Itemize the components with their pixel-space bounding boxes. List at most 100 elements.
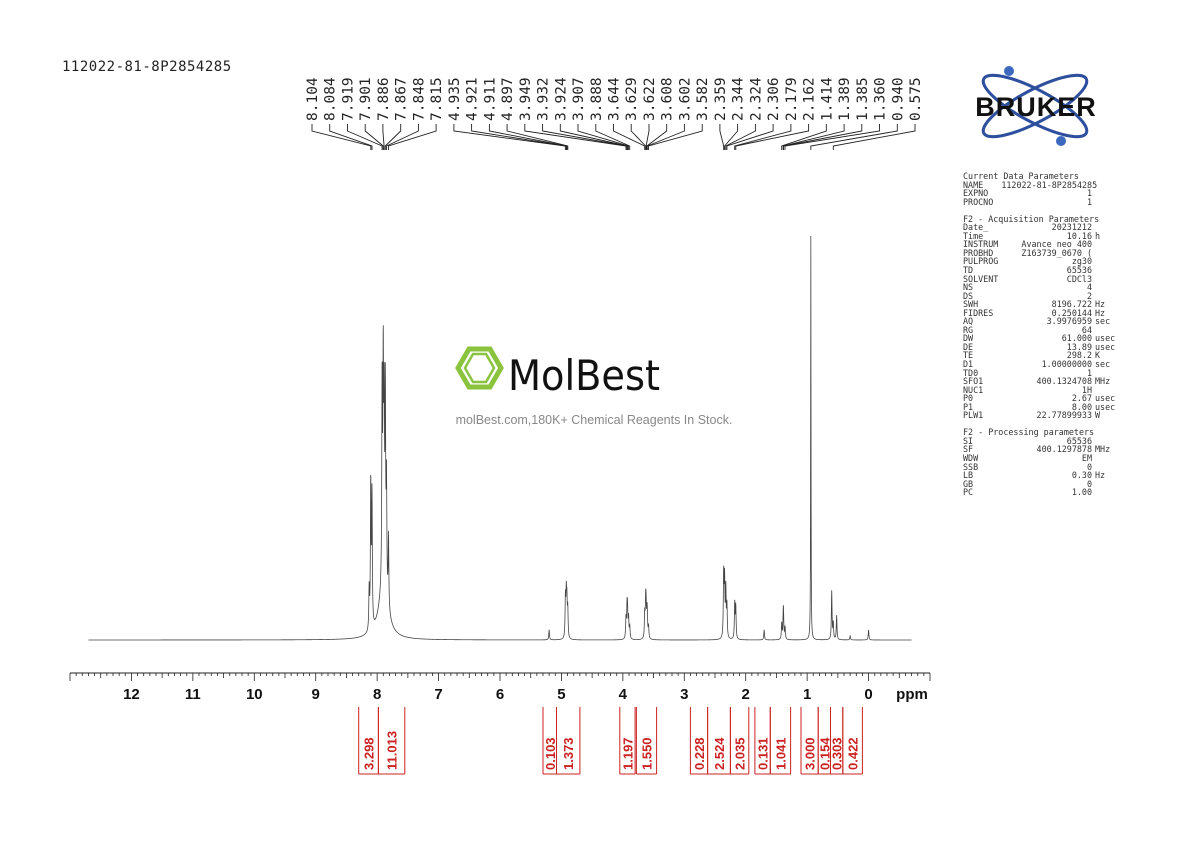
param-key: PLW1 — [963, 410, 984, 421]
integral-value: 0.303 — [830, 737, 845, 770]
param-key: TD — [963, 264, 974, 275]
param-unit — [1092, 198, 1117, 207]
param-key: PULPROG — [963, 256, 999, 267]
param-row: PLW1 22.77899933 W — [963, 411, 1117, 420]
param-unit: usec — [1095, 333, 1116, 344]
param-row: AQ 3.9976959 sec — [963, 317, 1117, 326]
integral-value: 0.422 — [846, 737, 861, 770]
integral-value: 2.524 — [712, 737, 727, 770]
param-unit: K — [1095, 350, 1101, 361]
peak-label: 2.359 — [713, 77, 729, 121]
param-value: 13.89 — [1066, 341, 1092, 352]
param-row: LB 0.30 Hz — [963, 471, 1117, 480]
param-unit: Hz — [1095, 307, 1106, 318]
spectrum-trace-layer — [88, 235, 912, 641]
peak-label-leader — [311, 124, 372, 150]
peak-label-leader — [832, 124, 916, 150]
peak-label-leader — [630, 124, 647, 150]
spectrum-trace — [88, 235, 912, 641]
param-unit: sec — [1095, 358, 1111, 369]
param-unit: usec — [1095, 401, 1116, 412]
param-key: PROBHD — [963, 247, 994, 258]
param-value: 4 — [1086, 282, 1092, 293]
peak-label-leader — [382, 124, 385, 150]
x-axis-label: ppm — [896, 686, 928, 703]
peak-label-leader — [384, 124, 402, 150]
param-unit: Hz — [1095, 299, 1106, 310]
param-value: Z163739_0670 ( — [1021, 247, 1092, 258]
param-row: DS 2 — [963, 292, 1117, 301]
param-value: 400.1324708 — [1036, 376, 1092, 387]
param-key: FIDRES — [963, 307, 994, 318]
param-row: FIDRES 0.250144 Hz — [963, 309, 1117, 318]
peak-label-leader — [646, 124, 685, 150]
param-unit — [1092, 454, 1117, 463]
param-value: 1 — [1086, 188, 1092, 199]
peak-label-leader — [329, 124, 373, 150]
integral-bracket — [619, 707, 636, 775]
param-value: 2.67 — [1071, 393, 1092, 404]
bruker-logo: BRUKER — [955, 62, 1117, 152]
param-unit: Hz — [1095, 470, 1106, 481]
peak-label-leader — [347, 124, 383, 150]
integral-value: 11.013 — [385, 731, 400, 770]
peak-label-leader — [524, 124, 627, 150]
param-value: 0 — [1086, 461, 1092, 472]
param-row: Time 10.16 h — [963, 232, 1117, 241]
molbest-logo-icon: MolBest — [455, 346, 660, 400]
sample-id: 112022-81-8P2854285 — [62, 59, 232, 75]
param-key: SF — [963, 444, 974, 455]
param-key: PROCNO — [963, 196, 994, 207]
peak-label: 7.919 — [341, 77, 357, 121]
peak-label-leader — [577, 124, 630, 150]
param-key: D1 — [963, 358, 974, 369]
x-tick-label: 9 — [312, 686, 320, 703]
peak-label-leader — [735, 124, 810, 150]
param-key: SWH — [963, 299, 979, 310]
param-unit: usec — [1095, 393, 1116, 404]
param-key: P1 — [963, 401, 974, 412]
param-section-title: F2 - Acquisition Parameters — [963, 213, 1100, 224]
param-key: DW — [963, 333, 974, 344]
peak-label-leader — [719, 124, 725, 150]
param-key: RG — [963, 324, 974, 335]
peak-label-leader — [386, 124, 419, 150]
peak-label: 3.932 — [536, 77, 552, 121]
param-key: PC — [963, 487, 974, 498]
peak-label-layer: 8.104 8.084 7.919 7.901 7.886 7.867 7.848 7.815… — [305, 77, 924, 150]
param-row: PULPROG zg30 — [963, 257, 1117, 266]
watermark-tagline: molBest.com,180K+ Chemical Reagents In S… — [455, 413, 733, 427]
param-row: DW 61.000 usec — [963, 334, 1117, 343]
param-key: NAME — [963, 179, 984, 190]
peak-label: 1.389 — [837, 77, 853, 121]
param-unit: sec — [1095, 316, 1111, 327]
param-unit — [1092, 240, 1117, 249]
param-row: GB 0 — [963, 480, 1117, 489]
param-value: 0.30 — [1071, 470, 1092, 481]
param-row: RG 64 — [963, 326, 1117, 335]
param-row: TE 298.2 K — [963, 351, 1117, 360]
param-value: 65536 — [1066, 435, 1092, 446]
peak-label-leader — [725, 124, 756, 150]
x-tick-label: 0 — [864, 686, 872, 703]
peak-label: 7.886 — [376, 77, 392, 121]
integral-value: 2.035 — [733, 737, 748, 770]
peak-label-leader — [645, 124, 650, 150]
param-value: zg30 — [1071, 256, 1092, 267]
peak-label: 3.622 — [642, 77, 658, 121]
param-row: P1 8.00 usec — [963, 403, 1117, 412]
integral-value: 1.373 — [561, 737, 576, 770]
integral-value: 0.154 — [817, 737, 832, 770]
x-axis: 12 11 10 9 8 7 6 5 4 3 2 1 0 ppm — [69, 672, 931, 703]
param-unit — [1092, 480, 1117, 489]
param-value: 112022-81-8P2854285 — [1001, 179, 1098, 190]
param-key: SSB — [963, 461, 979, 472]
peak-label: 2.179 — [784, 77, 800, 121]
integral-value: 3.000 — [803, 737, 818, 770]
peak-label: 0.940 — [890, 77, 906, 121]
peak-label: 2.324 — [748, 77, 764, 121]
param-value: 8.00 — [1071, 401, 1092, 412]
param-unit: MHz — [1095, 444, 1111, 455]
x-tick-label: 12 — [123, 686, 140, 703]
